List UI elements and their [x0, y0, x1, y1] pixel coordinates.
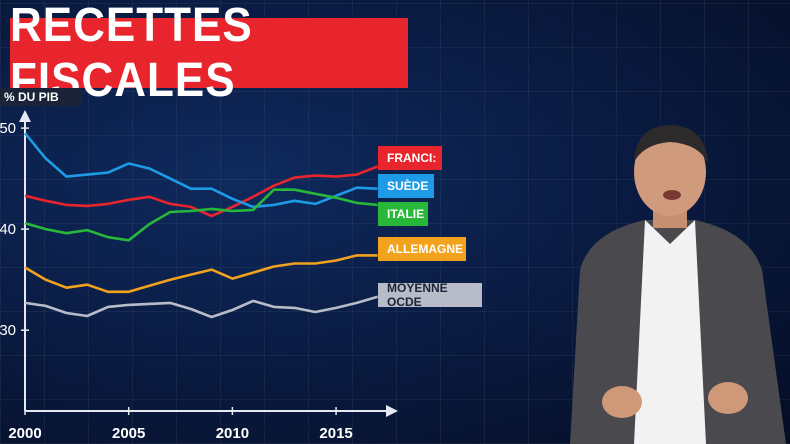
series-line-ocde: [24, 295, 378, 319]
legend-label-france: FRANCI:: [387, 151, 437, 165]
x-tick-label: 2000: [8, 425, 41, 442]
x-tick-label: 2005: [112, 425, 145, 442]
y-tick-label: 30: [0, 322, 16, 339]
unit-label-box: % DU PIB: [0, 88, 82, 106]
legend-label-allemagne: ALLEMAGNE: [387, 242, 463, 256]
legend-label-italie: ITALIE: [387, 207, 425, 221]
tick-labels: 50 40 30 2000 2005 2010 2015: [0, 120, 353, 442]
x-tick-label: 2015: [319, 425, 352, 442]
legend-label-ocde: MOYENNE OCDE: [387, 281, 448, 309]
legend-item-suede: SUÈDE: [378, 174, 434, 198]
y-tick-label: 40: [0, 221, 16, 238]
series-line-france: [24, 165, 379, 218]
legend-item-ocde: MOYENNE OCDE: [378, 281, 482, 309]
x-tick-label: 2010: [216, 425, 249, 442]
legend-label-suede: SUÈDE: [387, 179, 429, 193]
series-line-italie: [24, 188, 378, 242]
legend-item-france: FRANCI:: [378, 146, 442, 170]
unit-label: % DU PIB: [4, 90, 59, 104]
x-axis-arrow: [386, 405, 398, 417]
y-tick-label: 50: [0, 120, 16, 137]
chart-axes: [19, 110, 398, 417]
series-line-allemagne: [24, 254, 378, 294]
presenter-figure: [570, 125, 786, 444]
series-line-suede: [23, 132, 378, 209]
series-lines: [23, 132, 379, 319]
legend-item-allemagne: ALLEMAGNE: [378, 237, 466, 261]
legend-item-italie: ITALIE: [378, 202, 428, 226]
y-axis-arrow: [19, 110, 31, 122]
